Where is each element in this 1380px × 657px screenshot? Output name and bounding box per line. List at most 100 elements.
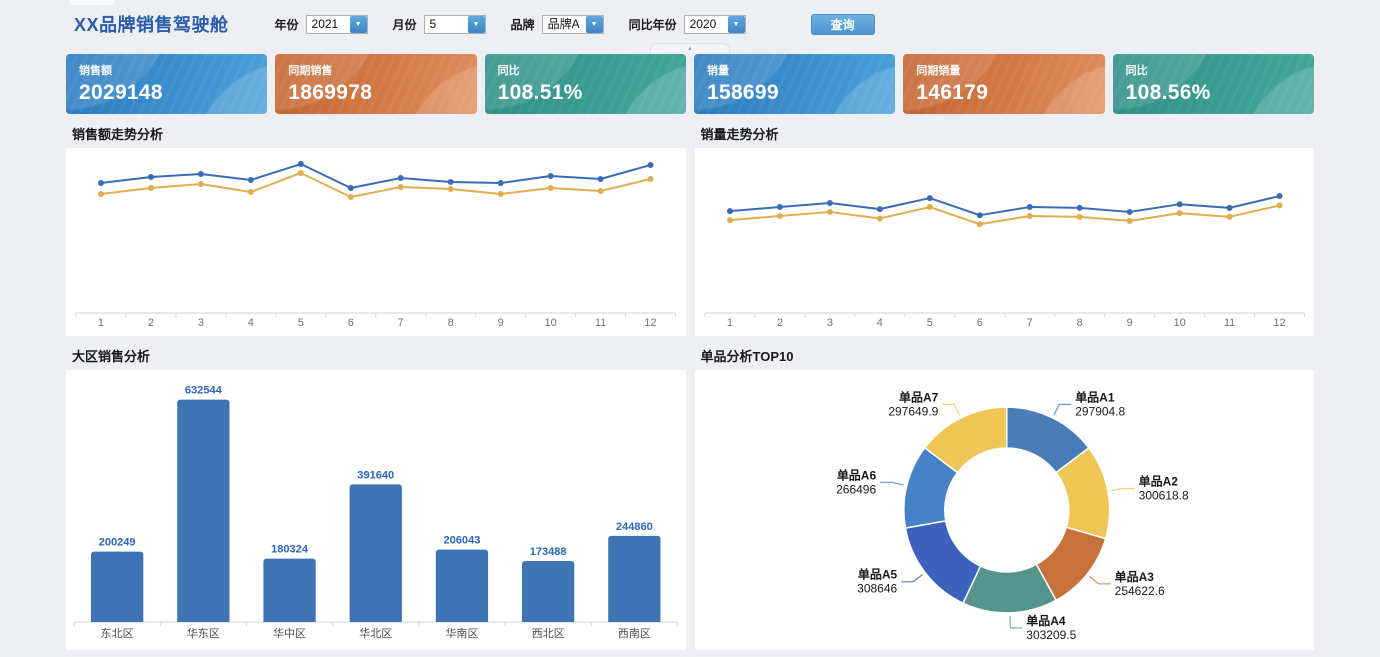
month-select-value: 5: [429, 16, 437, 31]
data-point[interactable]: [347, 184, 354, 191]
data-point[interactable]: [597, 187, 604, 194]
data-point[interactable]: [397, 175, 404, 182]
compare-year-select[interactable]: 2020 ▼: [683, 14, 746, 34]
label-leader-line: [879, 481, 904, 486]
data-point[interactable]: [1076, 213, 1083, 220]
data-point[interactable]: [1026, 204, 1033, 211]
data-point[interactable]: [1276, 202, 1283, 209]
chevron-down-icon[interactable]: ▼: [727, 15, 745, 33]
bar[interactable]: [522, 561, 575, 622]
data-point[interactable]: [1226, 213, 1233, 220]
data-point[interactable]: [597, 176, 604, 183]
brand-select[interactable]: 品牌A ▼: [541, 14, 604, 34]
data-point[interactable]: [297, 161, 304, 168]
data-point[interactable]: [1176, 210, 1183, 217]
bar-category-label: 华东区: [187, 626, 220, 640]
data-point[interactable]: [247, 188, 254, 195]
filter-brand: 品牌 品牌A ▼: [511, 14, 604, 34]
data-point[interactable]: [776, 213, 783, 220]
sales-amount-trend-chart[interactable]: 1 2 3 4 5 6 7 8 9 10 11 12: [66, 148, 686, 336]
data-point[interactable]: [197, 170, 204, 177]
kpi-card-prior-sales-volume: 同期销量 146179: [903, 54, 1105, 114]
x-axis-label: 8: [1076, 317, 1082, 329]
month-select[interactable]: 5 ▼: [423, 14, 486, 34]
bar[interactable]: [263, 558, 316, 622]
bar[interactable]: [435, 549, 489, 622]
kpi-value: 1869978: [288, 81, 373, 104]
region-sales-block: 大区销售分析 200249 东北区 632544 华东区 180324 华中区 391640…: [66, 336, 686, 650]
data-point[interactable]: [826, 208, 833, 215]
kpi-card-sales-amount: 销售额 2029148: [66, 54, 268, 114]
data-point[interactable]: [247, 176, 254, 183]
kpi-value: 2029148: [79, 81, 163, 104]
kpi-label: 同比: [1125, 65, 1148, 77]
bar-value-label: 173488: [530, 546, 567, 558]
data-point[interactable]: [726, 217, 733, 224]
data-point[interactable]: [1126, 208, 1133, 215]
donut-label-name: 单品A4: [1026, 613, 1066, 628]
data-point[interactable]: [297, 169, 304, 176]
data-point[interactable]: [776, 204, 783, 211]
data-point[interactable]: [347, 194, 354, 201]
bar[interactable]: [177, 399, 230, 622]
donut-slice[interactable]: [923, 406, 1007, 474]
data-point[interactable]: [1076, 204, 1083, 211]
data-point[interactable]: [147, 173, 154, 180]
data-point[interactable]: [926, 204, 933, 211]
data-point[interactable]: [647, 176, 654, 183]
sales-volume-trend-chart[interactable]: 1 2 3 4 5 6 7 8 9 10 11 12: [694, 148, 1315, 336]
bar[interactable]: [608, 535, 661, 622]
data-point[interactable]: [197, 180, 204, 187]
top-products-chart[interactable]: 单品A1 297904.8 单品A2 300618.8 单品A3 254622.6 单品A4…: [694, 370, 1315, 650]
bar-chart-canvas[interactable]: 200249 东北区 632544 华东区 180324 华中区 391640 华北区 2060…: [66, 370, 686, 650]
data-point[interactable]: [497, 191, 504, 198]
data-point[interactable]: [497, 180, 504, 187]
data-point[interactable]: [97, 180, 104, 187]
brand-select-value: 品牌A: [547, 16, 580, 31]
data-point[interactable]: [647, 161, 654, 168]
data-point[interactable]: [1176, 201, 1183, 208]
data-point[interactable]: [826, 199, 833, 206]
data-point[interactable]: [1226, 204, 1233, 211]
kpi-label: 同期销售: [288, 65, 333, 77]
data-point[interactable]: [97, 191, 104, 198]
data-point[interactable]: [726, 208, 733, 215]
data-point[interactable]: [397, 184, 404, 191]
data-point[interactable]: [147, 184, 154, 191]
year-select[interactable]: 2021 ▼: [305, 14, 368, 34]
bar[interactable]: [349, 484, 402, 622]
chevron-down-icon[interactable]: ▼: [467, 15, 485, 33]
chevron-down-icon[interactable]: ▼: [585, 15, 603, 33]
data-point[interactable]: [1276, 193, 1283, 200]
filter-compare-year: 同比年份 2020 ▼: [629, 14, 746, 34]
donut-slice[interactable]: [904, 519, 981, 605]
data-point[interactable]: [447, 179, 454, 186]
data-point[interactable]: [876, 206, 883, 213]
data-point[interactable]: [1126, 217, 1133, 224]
line-chart-canvas[interactable]: 1 2 3 4 5 6 7 8 9 10 11 12: [695, 148, 1315, 336]
query-button[interactable]: 查询: [810, 13, 875, 35]
data-point[interactable]: [926, 195, 933, 202]
sheet-tab[interactable]: [70, 0, 114, 5]
kpi-label: 同比: [497, 65, 520, 77]
region-sales-chart[interactable]: 200249 东北区 632544 华东区 180324 华中区 391640 华北区 2060…: [66, 370, 686, 650]
donut-label-name: 单品A6: [836, 467, 876, 482]
kpi-value: 108.56%: [1125, 81, 1211, 104]
data-point[interactable]: [976, 221, 983, 228]
data-point[interactable]: [447, 186, 454, 193]
kpi-value: 158699: [706, 81, 779, 104]
chevron-down-icon[interactable]: ▼: [349, 15, 367, 33]
x-axis-label: 3: [198, 317, 204, 329]
line-chart-canvas[interactable]: 1 2 3 4 5 6 7 8 9 10 11 12: [66, 148, 686, 336]
x-axis-label: 1: [98, 317, 104, 329]
bar[interactable]: [90, 551, 144, 622]
data-point[interactable]: [976, 212, 983, 219]
filter-collapse-handle[interactable]: ▲: [650, 43, 730, 53]
data-point[interactable]: [1026, 213, 1033, 220]
donut-label-name: 单品A3: [1114, 569, 1154, 584]
data-point[interactable]: [547, 172, 554, 179]
donut-label-value: 297649.9: [888, 404, 938, 418]
data-point[interactable]: [547, 184, 554, 191]
data-point[interactable]: [876, 215, 883, 222]
